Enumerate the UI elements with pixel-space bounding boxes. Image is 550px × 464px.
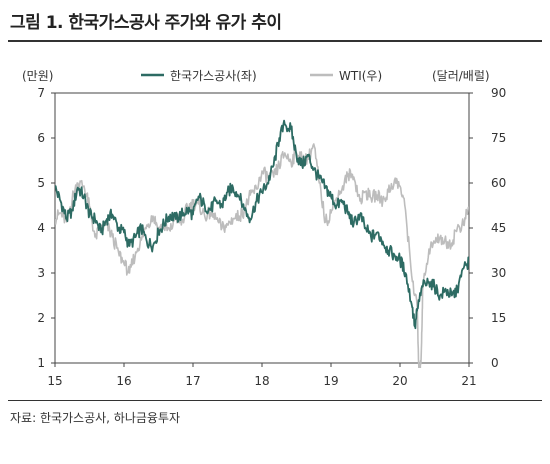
left-tick-label: 6 xyxy=(37,131,45,145)
x-tick-label: 16 xyxy=(116,374,131,388)
right-tick-label: 60 xyxy=(491,176,506,190)
x-axis-ticks: 15 16 17 18 19 20 21 xyxy=(47,363,477,388)
x-tick-label: 18 xyxy=(254,374,269,388)
left-tick-label: 4 xyxy=(37,221,45,235)
series-line-wti xyxy=(55,143,469,368)
x-tick-label: 19 xyxy=(323,374,338,388)
title-divider xyxy=(8,40,542,42)
legend-label-wti: WTI(우) xyxy=(339,69,382,83)
x-tick-label: 21 xyxy=(461,374,476,388)
left-tick-label: 5 xyxy=(37,176,45,190)
source-divider xyxy=(8,400,542,401)
left-tick-label: 2 xyxy=(37,311,45,325)
left-axis-ticks: 1 2 3 4 5 6 7 xyxy=(37,86,55,370)
right-tick-label: 15 xyxy=(491,311,506,325)
legend: 한국가스공사(좌) WTI(우) xyxy=(141,69,382,83)
right-axis-label: (달러/배럴) xyxy=(432,69,490,83)
x-tick-label: 20 xyxy=(392,374,407,388)
series-line-gas xyxy=(55,119,469,330)
right-tick-label: 75 xyxy=(491,131,506,145)
x-tick-label: 17 xyxy=(185,374,200,388)
right-tick-label: 90 xyxy=(491,86,506,100)
right-axis-ticks: 0 15 30 45 60 75 90 xyxy=(469,86,506,370)
right-tick-label: 30 xyxy=(491,266,506,280)
source-note: 자료: 한국가스공사, 하나금융투자 xyxy=(10,411,181,425)
left-tick-label: 7 xyxy=(37,86,45,100)
left-axis-label: (만원) xyxy=(22,69,53,83)
legend-label-gas: 한국가스공사(좌) xyxy=(170,69,257,83)
right-tick-label: 45 xyxy=(491,221,506,235)
left-tick-label: 3 xyxy=(37,266,45,280)
page-title: 그림 1. 한국가스공사 주가와 유가 추이 xyxy=(10,13,282,33)
right-tick-label: 0 xyxy=(491,356,499,370)
x-tick-label: 15 xyxy=(47,374,62,388)
left-tick-label: 1 xyxy=(37,356,45,370)
